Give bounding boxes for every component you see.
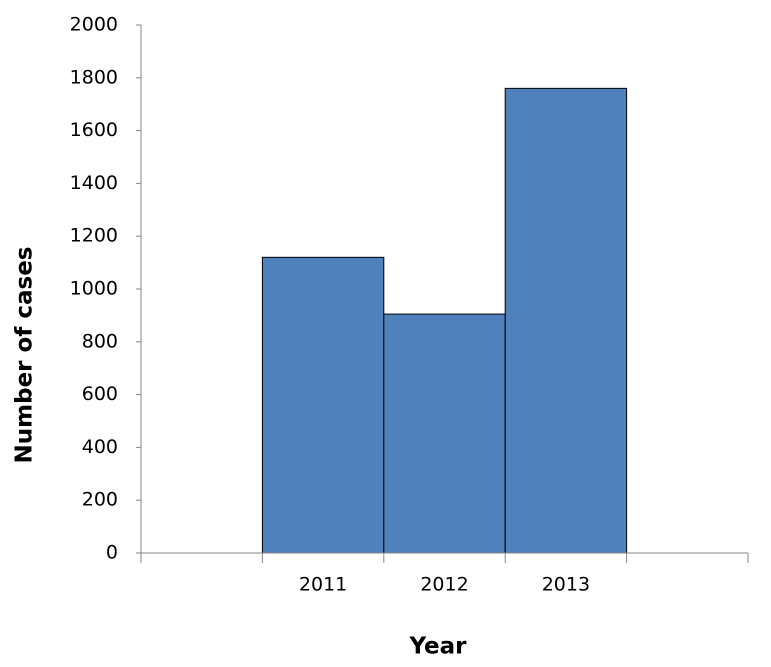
y-tick-label: 2000 <box>70 14 118 36</box>
x-tick-label: 2012 <box>420 574 468 596</box>
x-tick-label: 2011 <box>299 574 347 596</box>
x-axis-title: Year <box>408 634 467 660</box>
y-tick-label: 1000 <box>70 278 118 300</box>
y-tick-label: 1200 <box>70 225 118 247</box>
bar <box>261 256 385 554</box>
y-tick-label: 600 <box>82 383 118 405</box>
y-tick-label: 1600 <box>70 119 118 141</box>
y-tick-label: 1800 <box>70 66 118 88</box>
y-tick-label: 0 <box>106 542 118 564</box>
x-tick-label: 2013 <box>542 574 590 596</box>
y-axis-title: Number of cases <box>12 247 38 464</box>
bar <box>383 313 506 554</box>
y-tick-label: 800 <box>82 330 118 352</box>
y-tick-label: 1400 <box>70 172 118 194</box>
bar <box>504 87 628 554</box>
y-tick-label: 400 <box>82 436 118 458</box>
y-tick-label: 200 <box>82 489 118 511</box>
